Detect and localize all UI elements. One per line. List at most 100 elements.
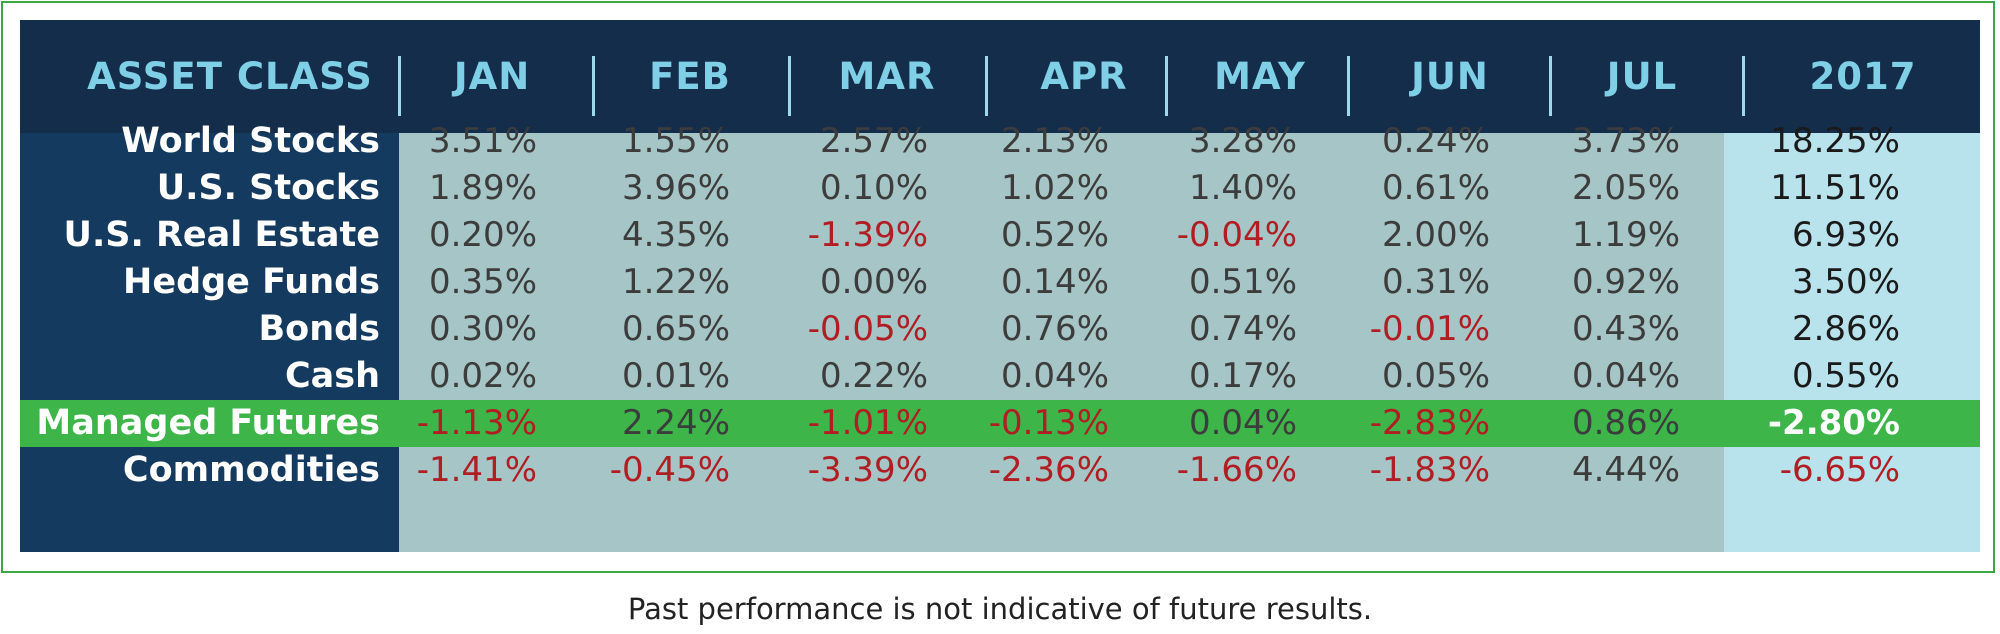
month-value-cell: 3.51% xyxy=(428,121,537,161)
column-header-asset-class: ASSET CLASS xyxy=(87,55,373,98)
month-value-cell: 0.31% xyxy=(1381,262,1490,302)
row-label: Managed Futures xyxy=(36,403,380,443)
month-value-cell: -0.04% xyxy=(1176,215,1297,255)
table-row: Hedge Funds 0.35% 1.22% 0.00% 0.14% 0.51% 0.31… xyxy=(20,259,1980,306)
footnote: Past performance is not indicative of fu… xyxy=(627,592,1373,626)
month-value-cell: 1.22% xyxy=(621,262,730,302)
table-frame xyxy=(1,1,1995,573)
column-header-jun: JUN xyxy=(1411,55,1489,98)
column-header-mar: MAR xyxy=(838,55,936,98)
month-value-cell: 0.35% xyxy=(428,262,537,302)
month-value-cell: -2.83% xyxy=(1369,403,1490,443)
month-value-cell: -0.01% xyxy=(1369,309,1490,349)
monthly-columns-background xyxy=(399,133,1724,552)
table-row: Cash 0.02% 0.01% 0.22% 0.04% 0.17% 0.05% 0.04% 0… xyxy=(20,353,1980,400)
month-value-cell: -1.41% xyxy=(416,450,537,490)
month-value-cell: 0.92% xyxy=(1571,262,1680,302)
month-value-cell: 0.00% xyxy=(819,262,928,302)
column-header-jul: JUL xyxy=(1606,55,1678,98)
column-header-feb: FEB xyxy=(649,55,731,98)
row-label: U.S. Real Estate xyxy=(63,215,380,255)
month-value-cell: 0.04% xyxy=(1571,356,1680,396)
header-separator xyxy=(788,56,791,116)
year-total-cell: -2.80% xyxy=(1767,403,1900,443)
month-value-cell: 0.10% xyxy=(819,168,928,208)
month-value-cell: 1.40% xyxy=(1188,168,1297,208)
month-value-cell: 2.24% xyxy=(621,403,730,443)
month-value-cell: 0.04% xyxy=(1000,356,1109,396)
year-total-cell: 18.25% xyxy=(1770,121,1900,161)
month-value-cell: 0.05% xyxy=(1381,356,1490,396)
month-value-cell: -1.39% xyxy=(807,215,928,255)
month-value-cell: 2.00% xyxy=(1381,215,1490,255)
header-separator xyxy=(592,56,595,116)
column-header-apr: APR xyxy=(1040,55,1128,98)
row-label: Cash xyxy=(284,356,380,396)
year-total-cell: 11.51% xyxy=(1770,168,1900,208)
month-value-cell: 0.86% xyxy=(1571,403,1680,443)
column-header-jan: JAN xyxy=(453,55,531,98)
month-value-cell: 3.73% xyxy=(1571,121,1680,161)
year-total-cell: 6.93% xyxy=(1791,215,1900,255)
table-row: Commodities -1.41% -0.45% -3.39% -2.36% -1.66… xyxy=(20,447,1980,494)
month-value-cell: 0.01% xyxy=(621,356,730,396)
table-row: U.S. Real Estate 0.20% 4.35% -1.39% 0.52% -0.… xyxy=(20,212,1980,259)
month-value-cell: -3.39% xyxy=(807,450,928,490)
month-value-cell: 0.52% xyxy=(1000,215,1109,255)
month-value-cell: 0.65% xyxy=(621,309,730,349)
month-value-cell: 1.55% xyxy=(621,121,730,161)
month-value-cell: 0.14% xyxy=(1000,262,1109,302)
month-value-cell: -1.66% xyxy=(1176,450,1297,490)
month-value-cell: 0.04% xyxy=(1188,403,1297,443)
header-separator xyxy=(1549,56,1552,116)
header-separator xyxy=(1165,56,1168,116)
column-header-2017: 2017 xyxy=(1809,55,1917,98)
month-value-cell: 0.76% xyxy=(1000,309,1109,349)
header-separator xyxy=(1742,56,1745,116)
month-value-cell: 0.17% xyxy=(1188,356,1297,396)
table-row: U.S. Stocks 1.89% 3.96% 0.10% 1.02% 1.40% 0.61… xyxy=(20,165,1980,212)
row-label: World Stocks xyxy=(121,121,380,161)
header-separator xyxy=(398,56,401,116)
table-row: Bonds 0.30% 0.65% -0.05% 0.76% 0.74% -0.01% 0.4… xyxy=(20,306,1980,353)
row-label: Hedge Funds xyxy=(123,262,380,302)
month-value-cell: 4.44% xyxy=(1571,450,1680,490)
month-value-cell: -2.36% xyxy=(988,450,1109,490)
month-value-cell: 0.20% xyxy=(428,215,537,255)
year-total-cell: -6.65% xyxy=(1779,450,1900,490)
month-value-cell: -0.05% xyxy=(807,309,928,349)
performance-table: ASSET CLASS JAN FEB MAR APR MAY JUN JUL 2017 Wor… xyxy=(20,20,1980,552)
month-value-cell: 2.05% xyxy=(1571,168,1680,208)
month-value-cell: 0.24% xyxy=(1381,121,1490,161)
header-separator xyxy=(1347,56,1350,116)
table-header: ASSET CLASS JAN FEB MAR APR MAY JUN JUL 2017 xyxy=(20,20,1980,133)
month-value-cell: -1.01% xyxy=(807,403,928,443)
year-total-cell: 3.50% xyxy=(1791,262,1900,302)
year-total-cell: 2.86% xyxy=(1791,309,1900,349)
month-value-cell: 1.02% xyxy=(1000,168,1109,208)
row-label: Bonds xyxy=(258,309,380,349)
month-value-cell: 2.57% xyxy=(819,121,928,161)
table-row: World Stocks 3.51% 1.55% 2.57% 2.13% 3.28% 0.2… xyxy=(20,118,1980,165)
year-column-background xyxy=(1724,133,1980,552)
month-value-cell: 4.35% xyxy=(621,215,730,255)
month-value-cell: -0.13% xyxy=(988,403,1109,443)
month-value-cell: 3.28% xyxy=(1188,121,1297,161)
month-value-cell: -0.45% xyxy=(609,450,730,490)
row-label: Commodities xyxy=(122,450,380,490)
month-value-cell: 0.22% xyxy=(819,356,928,396)
row-label: U.S. Stocks xyxy=(156,168,380,208)
month-value-cell: -1.83% xyxy=(1369,450,1490,490)
column-header-may: MAY xyxy=(1214,55,1306,98)
table-row: Managed Futures -1.13% 2.24% -1.01% -0.13% 0.… xyxy=(20,400,1980,447)
month-value-cell: 2.13% xyxy=(1000,121,1109,161)
month-value-cell: 0.30% xyxy=(428,309,537,349)
month-value-cell: -1.13% xyxy=(416,403,537,443)
month-value-cell: 0.74% xyxy=(1188,309,1297,349)
month-value-cell: 0.02% xyxy=(428,356,537,396)
year-total-cell: 0.55% xyxy=(1791,356,1900,396)
month-value-cell: 0.61% xyxy=(1381,168,1490,208)
header-separator xyxy=(985,56,988,116)
month-value-cell: 0.51% xyxy=(1188,262,1297,302)
month-value-cell: 0.43% xyxy=(1571,309,1680,349)
